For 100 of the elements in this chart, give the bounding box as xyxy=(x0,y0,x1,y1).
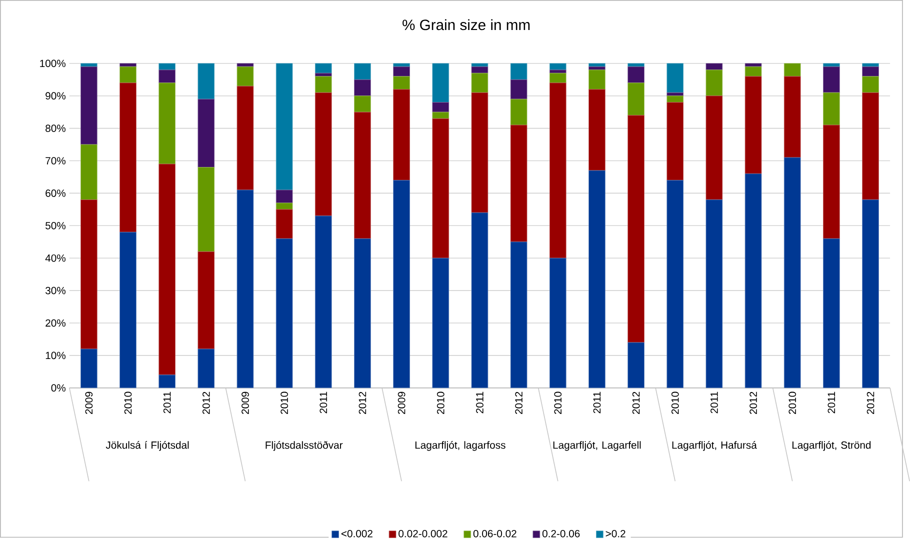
text: Jökulsá í Fljótsdal xyxy=(106,441,189,451)
y-tick-label: 80% xyxy=(46,124,66,132)
bar xyxy=(628,66,644,84)
bar xyxy=(666,96,684,103)
bar xyxy=(823,125,840,240)
x-tick-label: 2012 xyxy=(632,392,640,414)
bar xyxy=(588,70,606,90)
bar xyxy=(471,63,488,68)
x-tick-label: 2011 xyxy=(320,392,328,414)
y-tick-label: 30% xyxy=(45,287,66,294)
bar xyxy=(784,63,801,77)
bar xyxy=(354,112,371,240)
bar xyxy=(744,174,762,388)
bar xyxy=(276,238,293,388)
x-tick-label: 2009 xyxy=(398,392,406,414)
bar xyxy=(393,89,410,181)
bar xyxy=(120,82,136,233)
bar xyxy=(862,92,879,200)
bar xyxy=(628,82,644,116)
bar xyxy=(744,66,762,77)
legend-label: 0.06-0.02 xyxy=(473,530,516,538)
bar xyxy=(549,82,566,258)
y-tick-label: 20% xyxy=(46,320,66,327)
y-tick-label: 100% xyxy=(40,60,66,68)
bar xyxy=(120,63,136,68)
x-tick-label: 2010 xyxy=(280,392,288,414)
bar xyxy=(120,232,136,388)
bar xyxy=(666,63,684,93)
bar xyxy=(744,76,762,174)
bar xyxy=(823,238,840,388)
bar xyxy=(471,92,488,214)
x-tick-label: 2012 xyxy=(358,392,366,414)
x-tick-label: 2012 xyxy=(515,392,522,414)
bar xyxy=(354,238,371,388)
bar xyxy=(862,76,879,93)
bar xyxy=(198,99,215,168)
bar xyxy=(276,190,293,204)
bar xyxy=(198,167,215,252)
bar xyxy=(471,212,488,388)
text: Fljótsdalsstöðvar xyxy=(266,441,343,452)
bar xyxy=(393,66,410,77)
bar xyxy=(471,73,488,93)
bar xyxy=(80,200,98,350)
bar xyxy=(784,157,801,388)
text: Lagarfljót, Strönd xyxy=(792,441,871,451)
x-tick-label: 2011 xyxy=(828,392,836,414)
x-tick-label: 2012 xyxy=(866,392,874,414)
bar xyxy=(354,63,371,80)
bar xyxy=(432,118,450,258)
bar xyxy=(549,73,566,84)
bar xyxy=(314,92,332,216)
bar xyxy=(549,70,566,74)
x-tick-label: 2012 xyxy=(202,392,210,414)
bar xyxy=(666,102,684,181)
y-tick-label: 10% xyxy=(46,352,66,360)
bar xyxy=(510,99,528,126)
bar xyxy=(510,80,528,100)
bar xyxy=(158,164,176,376)
x-tick-label: 2010 xyxy=(124,392,132,414)
x-tick-label: 2009 xyxy=(242,392,249,414)
text: Lagarfljót, lagarfoss xyxy=(415,441,506,451)
bar xyxy=(706,70,723,96)
bar xyxy=(314,216,332,388)
bar xyxy=(784,76,801,158)
x-tick-label: 2011 xyxy=(710,392,718,414)
bar xyxy=(236,86,254,190)
bar xyxy=(158,63,176,70)
bar xyxy=(706,200,723,388)
bar xyxy=(588,63,606,68)
bar xyxy=(862,66,879,77)
bar xyxy=(276,202,293,210)
bar xyxy=(862,200,879,388)
bar xyxy=(549,63,566,70)
bar xyxy=(510,63,528,80)
bar xyxy=(628,115,644,343)
bar xyxy=(276,209,293,240)
x-tick-label: 2010 xyxy=(788,392,796,414)
bar xyxy=(120,66,136,84)
bar xyxy=(314,76,332,93)
legend-label: <0.002 xyxy=(341,530,372,538)
y-tick-label: 70% xyxy=(46,157,66,165)
bar xyxy=(862,63,879,68)
bar xyxy=(666,180,684,388)
bar xyxy=(588,170,606,388)
y-tick-label: 40% xyxy=(45,254,66,262)
bar xyxy=(80,348,98,388)
bar xyxy=(823,92,840,126)
bar xyxy=(628,63,644,68)
bar xyxy=(432,63,450,103)
bar xyxy=(198,348,215,388)
bar xyxy=(588,89,606,171)
x-tick-label: 2012 xyxy=(750,392,757,414)
x-tick-label: 2010 xyxy=(671,392,679,414)
bar xyxy=(744,63,762,68)
bar xyxy=(393,180,410,388)
text: Lagarfljót, Lagarfell xyxy=(553,441,641,451)
y-tick-label: 90% xyxy=(46,92,66,100)
bar xyxy=(354,96,371,112)
x-tick-label: 2011 xyxy=(593,392,601,414)
bar xyxy=(80,63,98,68)
